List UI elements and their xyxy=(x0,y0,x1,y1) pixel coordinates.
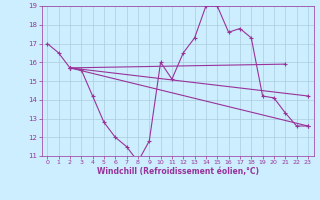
X-axis label: Windchill (Refroidissement éolien,°C): Windchill (Refroidissement éolien,°C) xyxy=(97,167,259,176)
